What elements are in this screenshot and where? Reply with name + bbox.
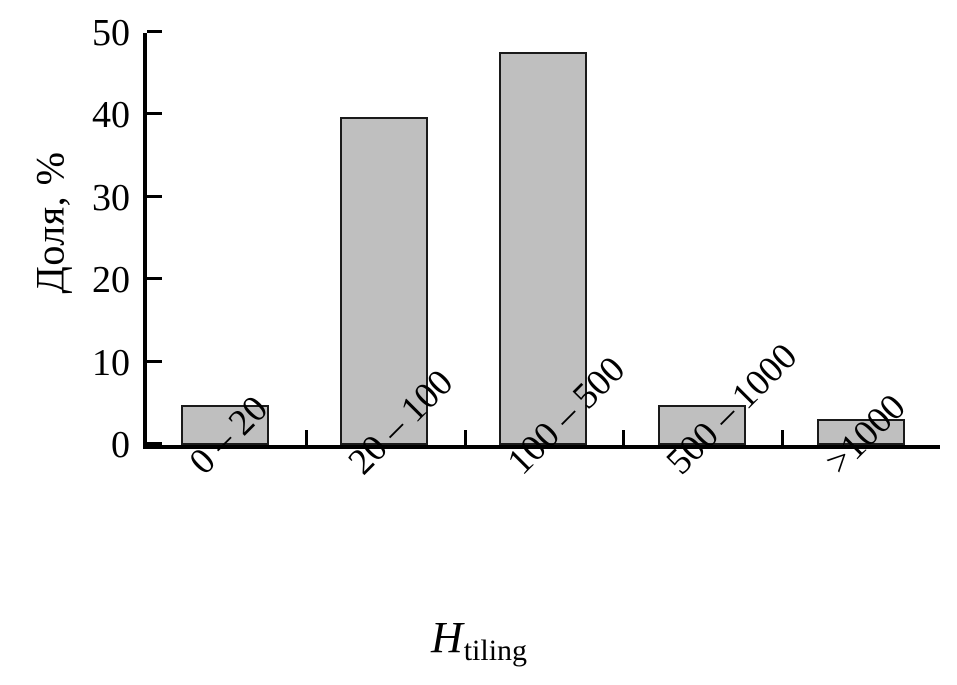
y-tick-mark (147, 359, 162, 363)
y-axis-spine (143, 33, 147, 445)
y-tick-label: 30 (92, 176, 130, 219)
x-tick-mark (463, 430, 467, 445)
x-axis-title-subscript: tiling (463, 634, 528, 667)
x-axis-title: Htiling (0, 612, 957, 667)
bar (181, 405, 270, 445)
x-axis-title-main: H (430, 613, 463, 662)
y-tick-label: 50 (92, 12, 130, 54)
y-tick-label: 0 (111, 424, 130, 466)
y-tick-mark (147, 112, 162, 116)
x-axis-spine (143, 445, 940, 449)
bar (816, 418, 905, 445)
y-tick-mark (147, 194, 162, 198)
y-axis-title-text: Доля, % (27, 151, 73, 294)
y-tick-mark (147, 30, 162, 33)
bar (340, 117, 429, 445)
y-tick-mark (147, 442, 162, 445)
y-tick-label: 10 (92, 341, 130, 384)
bar (657, 405, 746, 445)
y-axis-title: Доля, % (0, 0, 100, 445)
bar (498, 51, 588, 445)
x-tick-mark (622, 430, 626, 445)
y-tick-label: 20 (92, 259, 130, 302)
plot-area: 0 10 20 30 40 50 (92, 14, 940, 464)
x-tick-mark (304, 430, 308, 445)
x-tick-mark (781, 430, 785, 445)
y-tick-mark (147, 277, 162, 281)
y-tick-label: 40 (92, 94, 130, 137)
